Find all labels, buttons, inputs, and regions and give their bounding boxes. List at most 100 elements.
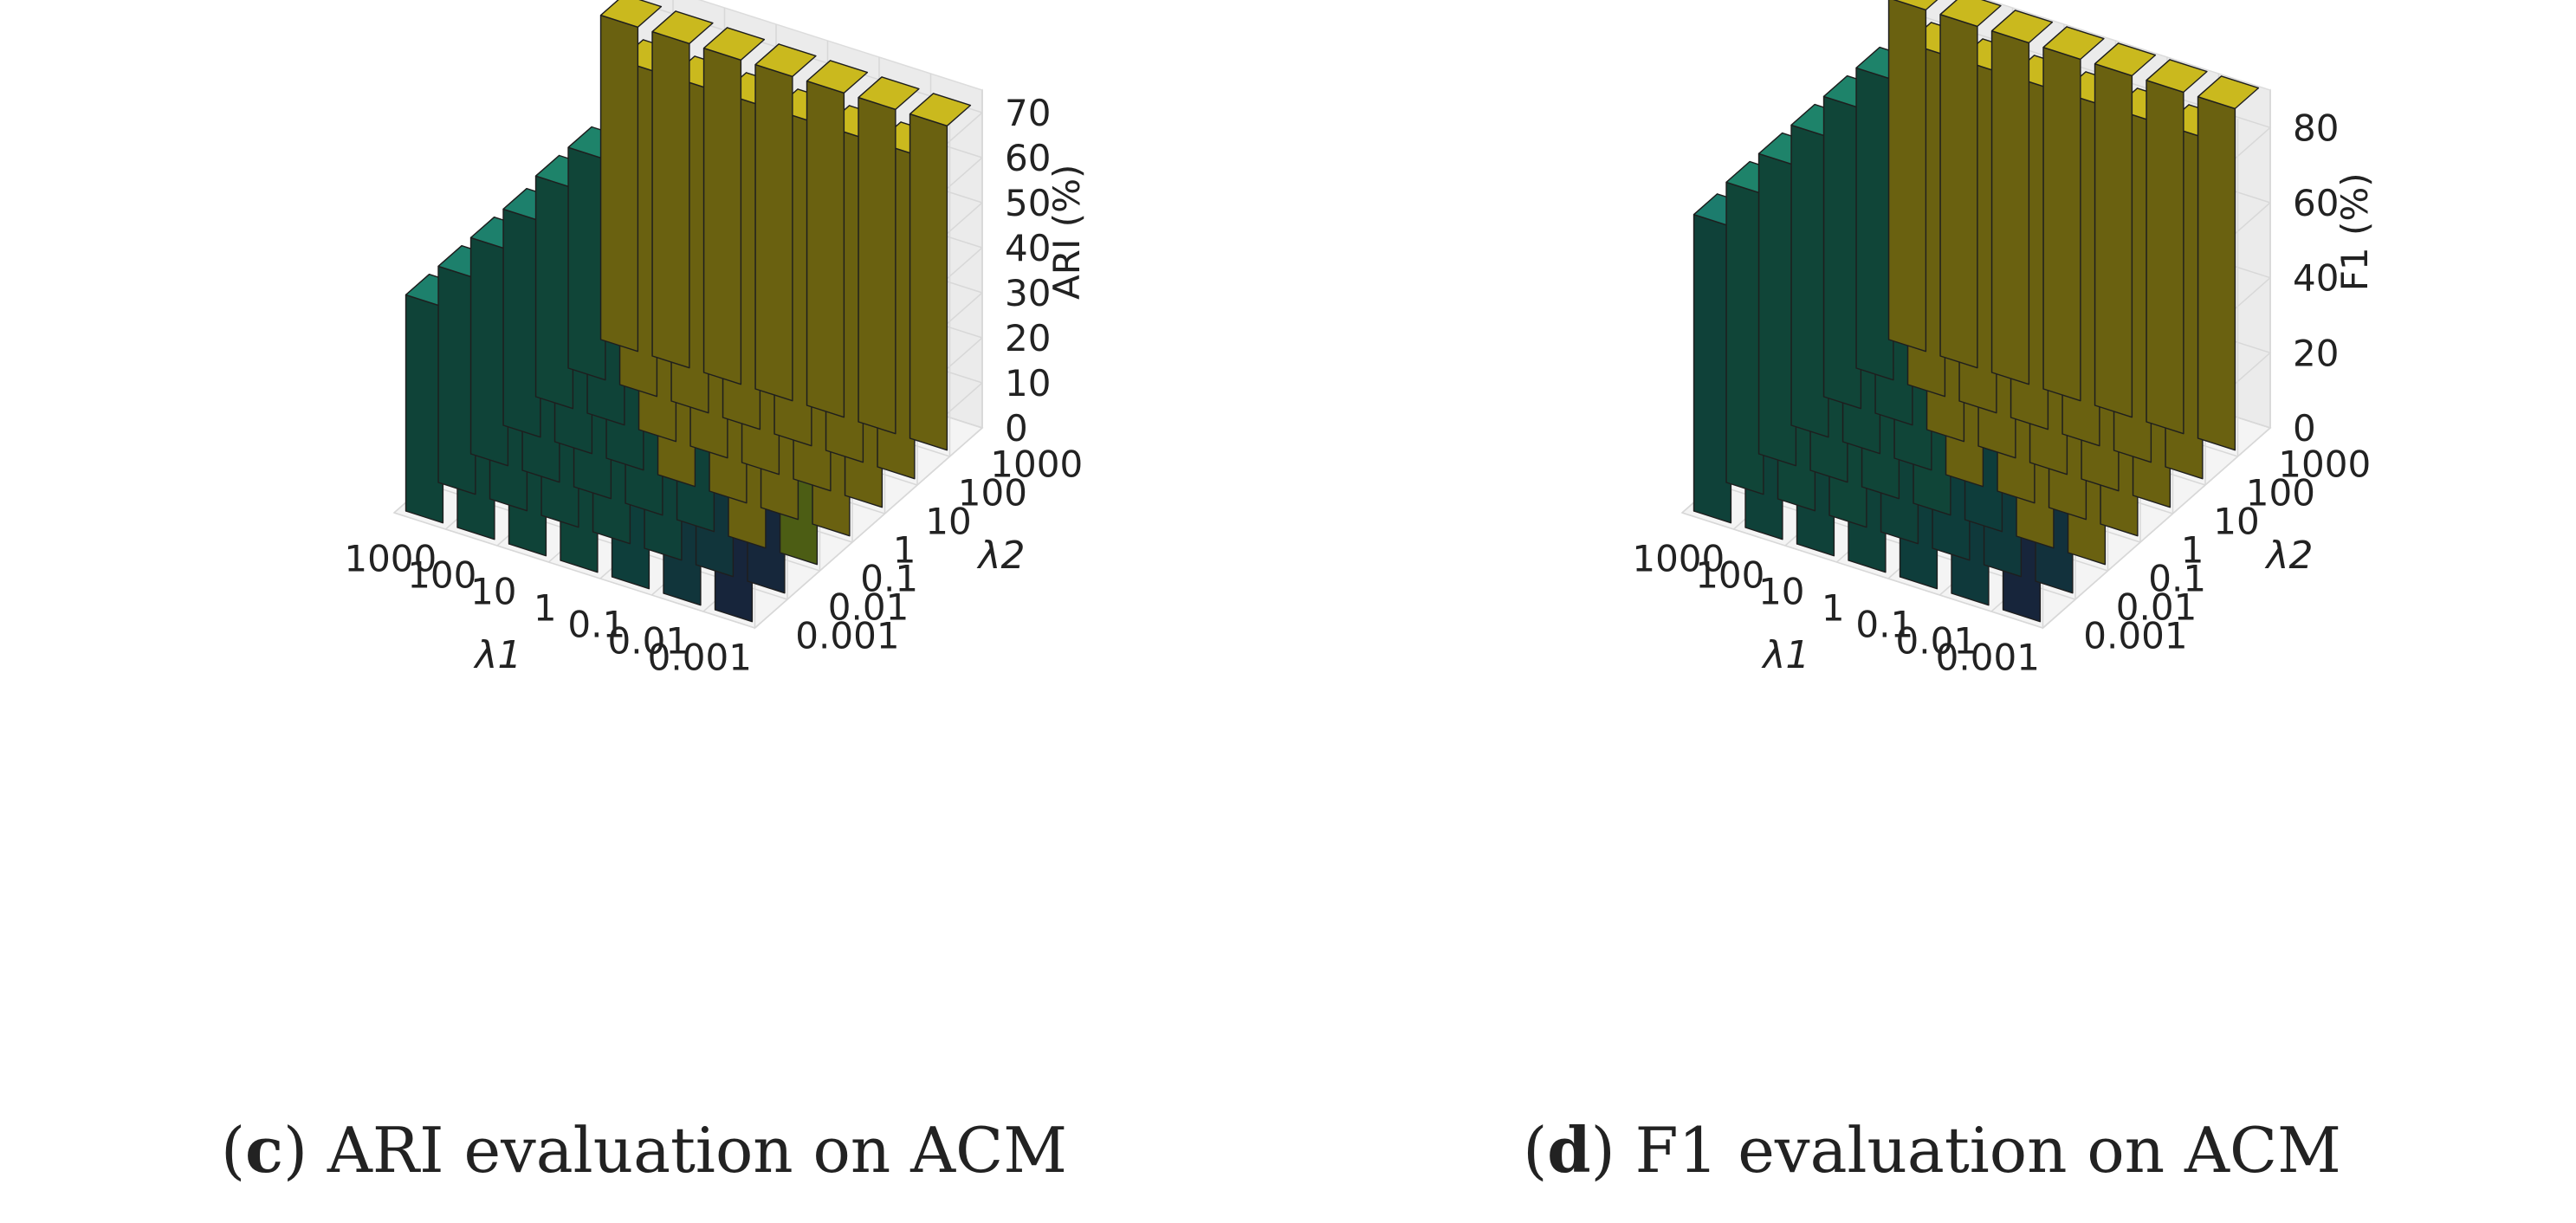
- f1-bar-face-top: [2146, 59, 2208, 94]
- ari-z-axis-title: ARI (%): [1045, 165, 1088, 300]
- f1-bar: [2094, 42, 2157, 418]
- f1-bar-face-front: [1855, 67, 1894, 381]
- ari-bar: [806, 60, 869, 418]
- ari-bar: [567, 126, 630, 381]
- f1-bar-face-top: [1990, 10, 2054, 44]
- ari-caption: (c) ARI evaluation on ACM: [221, 1113, 1067, 1187]
- f1-x-tick-label: 0.1: [1855, 604, 1913, 646]
- ari-y-tick-label: 0.001: [795, 615, 899, 657]
- f1-gridline: [2042, 427, 2271, 629]
- ari-bar: [534, 154, 598, 410]
- ari-bar-face-front: [437, 265, 476, 495]
- ari-x-tick-label: 0.01: [608, 620, 689, 663]
- f1-bar-face-front: [1725, 181, 1764, 495]
- ari-bar-face-front: [858, 96, 896, 435]
- ari-bar-face-top: [651, 10, 714, 44]
- ari-chart-panel: 1000 100 10 1 0.1 0.01 0.001 0.001 0.01 0.1 1 10 100…: [221, 0, 1088, 1187]
- f1-bar-face-front: [1939, 14, 1978, 369]
- f1-z-tick-label: 0: [2293, 407, 2316, 450]
- f1-y-tick-label: 0.1: [2148, 558, 2206, 600]
- f1-x-axis-title: λ1: [1761, 633, 1809, 677]
- ari-y-tick-label: 10: [925, 501, 971, 543]
- ari-y-tick-label: 1: [893, 529, 916, 572]
- ari-bar-face-front: [405, 294, 444, 524]
- ari-bar-face-front: [702, 47, 742, 385]
- f1-bar-face-front: [2146, 79, 2184, 435]
- f1-z-tick-label: 80: [2293, 107, 2339, 149]
- ari-x-tick-label: 1000: [344, 538, 437, 580]
- ari-gridline: [393, 512, 755, 629]
- f1-z-tick-label: 20: [2293, 332, 2339, 374]
- f1-bar-face-front: [1887, 0, 1927, 353]
- ari-y-tick-label: 100: [958, 472, 1027, 514]
- f1-z-tick-label: 40: [2293, 257, 2339, 300]
- ari-z-tick-label: 10: [1005, 362, 1051, 404]
- f1-z-tick-label: 60: [2293, 182, 2339, 224]
- ari-bar-face-top: [702, 27, 766, 61]
- ari-z-tick-label: 50: [1005, 182, 1051, 224]
- f1-bar-face-front: [1757, 152, 1797, 467]
- ari-bar-face-top: [754, 43, 817, 78]
- ari-bar: [858, 76, 920, 435]
- f1-bar-face-front: [1822, 95, 1862, 410]
- f1-y-tick-label: 1000: [2278, 443, 2371, 486]
- ari-bars: [405, 0, 972, 623]
- ari-bar-face-front: [651, 30, 690, 369]
- ari-bar: [909, 93, 972, 451]
- f1-y-tick-label: 1: [2181, 529, 2204, 572]
- ari-bar-face-front: [567, 146, 606, 381]
- ari-z-tick-label: 60: [1005, 137, 1051, 179]
- ari-x-tick-label: 0.1: [567, 604, 625, 646]
- f1-bar-face-top: [1939, 0, 2002, 28]
- f1-bar-face-front: [1693, 213, 1732, 524]
- ari-bar: [651, 10, 714, 369]
- ari-x-tick-label: 100: [407, 554, 476, 597]
- f1-bar-face-top: [2042, 26, 2105, 61]
- f1-bar-face-top: [2197, 75, 2260, 110]
- ari-z-tick-label: 70: [1005, 92, 1051, 134]
- ari-gridline: [754, 427, 983, 629]
- f1-bar-face-front: [2197, 95, 2236, 451]
- f1-bar: [2197, 75, 2260, 451]
- f1-x-tick-label: 0.01: [1896, 620, 1977, 663]
- ari-y-axis-title: λ2: [976, 534, 1025, 578]
- ari-x-axis-title: λ1: [473, 633, 521, 677]
- ari-z-tick-label: 30: [1005, 272, 1051, 314]
- f1-bar: [1887, 0, 1938, 353]
- f1-bar: [2042, 26, 2105, 402]
- ari-bar-face-front: [754, 63, 793, 402]
- f1-x-tick-label: 0.001: [1936, 637, 2040, 679]
- f1-y-tick-label: 0.01: [2116, 586, 2197, 629]
- f1-chart-panel: 1000 100 10 1 0.1 0.01 0.001 0.001 0.01 0.1 1 10 100…: [1288, 0, 2576, 1223]
- f1-x-tick-label: 10: [1758, 571, 1804, 613]
- f1-y-axis-title: λ2: [2264, 534, 2313, 578]
- ari-bar: [754, 43, 817, 402]
- ari-bar-face-front: [534, 175, 574, 410]
- f1-z-axis-title: F1 (%): [2333, 172, 2376, 291]
- f1-x-tick-label: 100: [1695, 554, 1764, 597]
- ari-z-tick-label: 20: [1005, 317, 1051, 359]
- ari-y-tick-label: 0.1: [860, 558, 918, 600]
- f1-bar-face-top: [2094, 42, 2157, 77]
- ari-z-tick-label: 40: [1005, 227, 1051, 269]
- f1-caption: (d) F1 evaluation on ACM: [1523, 1113, 2341, 1187]
- f1-y-tick-label: 0.001: [2083, 615, 2187, 657]
- ari-y-tick-label: 0.01: [828, 586, 909, 629]
- f1-bar-face-front: [2042, 47, 2081, 402]
- f1-y-tick-label: 10: [2213, 501, 2259, 543]
- f1-bar: [1939, 0, 2002, 369]
- f1-bar-face-front: [2094, 62, 2133, 418]
- ari-bar: [702, 27, 766, 385]
- ari-bar-face-front: [599, 14, 639, 353]
- f1-bar-face-front: [1790, 124, 1829, 438]
- ari-bar-face-front: [502, 208, 541, 438]
- ari-bar-face-top: [599, 0, 663, 28]
- ari-y-tick-label: 1000: [990, 443, 1083, 486]
- f1-bar-face-top: [1893, 0, 1938, 11]
- ari-bar-face-top: [858, 76, 920, 111]
- ari-bar-face-front: [909, 113, 948, 451]
